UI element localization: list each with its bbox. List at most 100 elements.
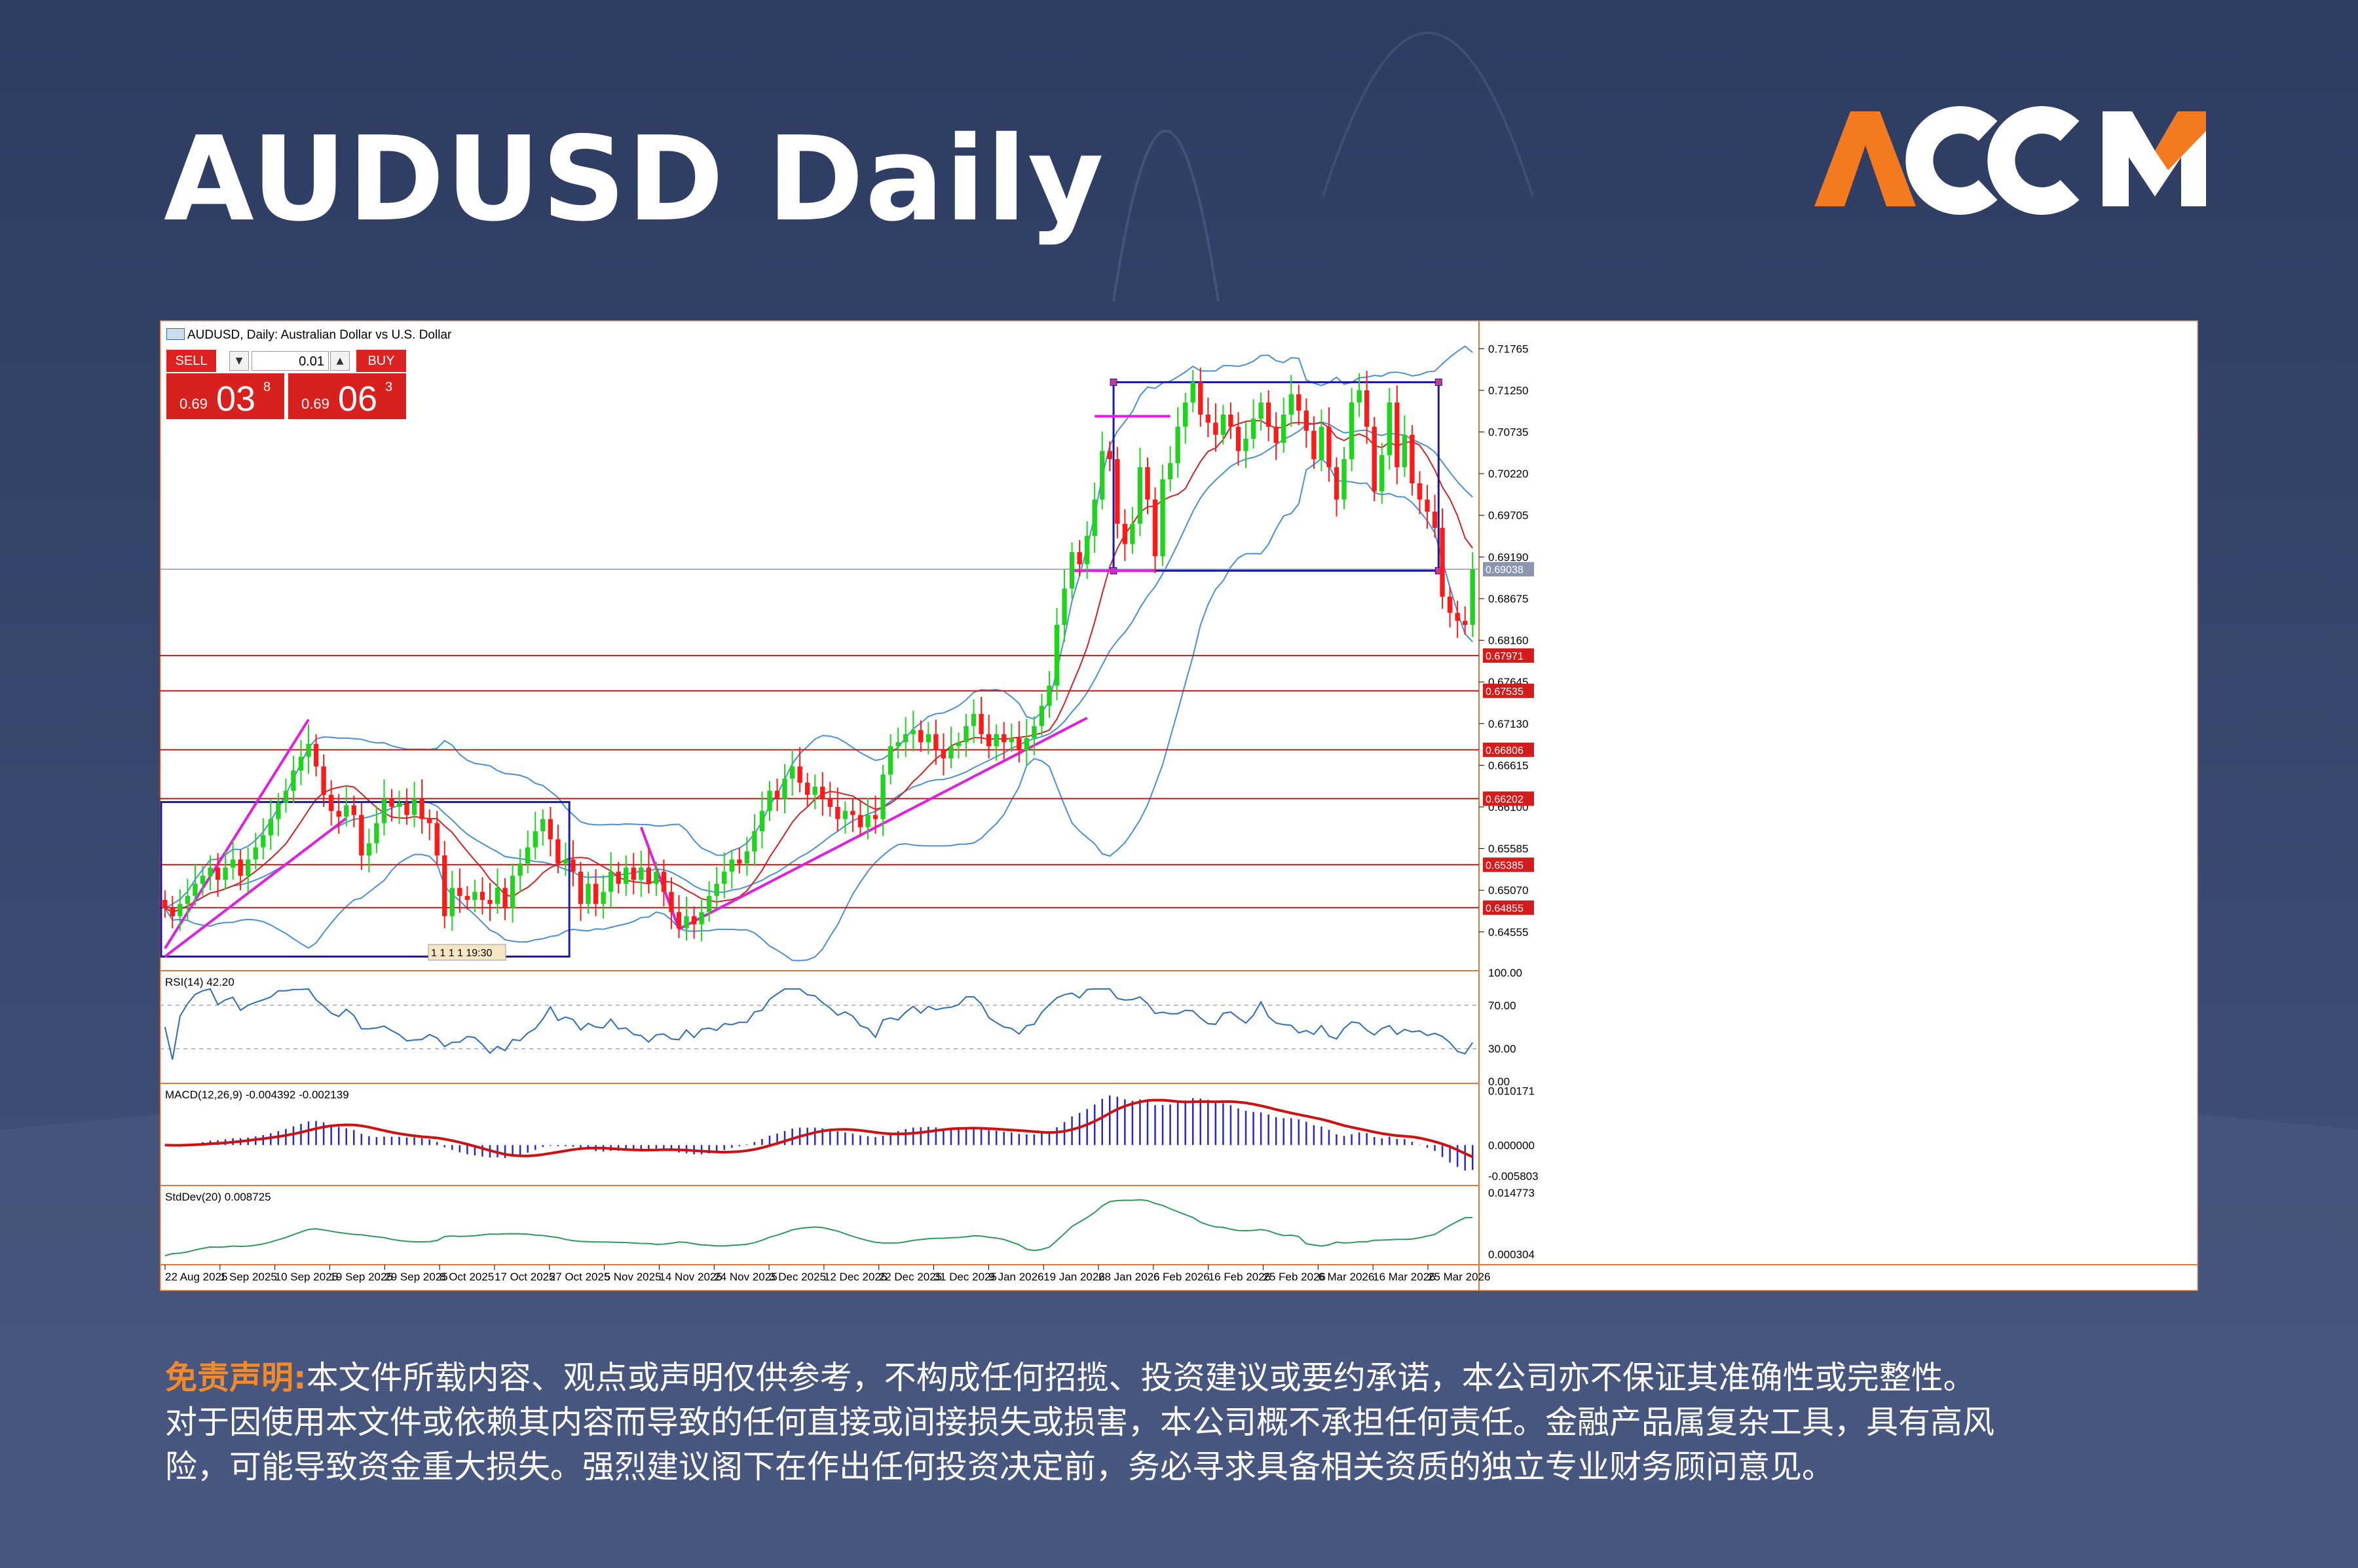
candle	[797, 747, 802, 793]
candle	[389, 789, 394, 822]
disclaimer: 免责声明:本文件所载内容、观点或声明仅供参考，不构成任何招揽、投资建议或要约承诺…	[165, 1356, 2202, 1489]
level-price-label: 0.66806	[1486, 745, 1524, 756]
candle	[948, 726, 954, 768]
candle-body	[714, 884, 719, 896]
candle-body	[684, 916, 689, 929]
candle-body	[888, 746, 893, 775]
candle-body	[525, 847, 531, 864]
macd-signal-line	[164, 1098, 1474, 1159]
current-price-label: 0.69038	[1486, 565, 1524, 576]
candle-body	[1288, 394, 1294, 415]
candle-body	[1152, 499, 1158, 557]
time-tick-label: 24 Nov 2025	[714, 1271, 777, 1283]
price-tick-label: 0.71250	[1488, 384, 1528, 397]
candle	[865, 798, 870, 840]
candle-body	[1039, 705, 1045, 726]
candle-body	[903, 734, 908, 743]
candle-body	[994, 734, 999, 747]
candle-body	[1115, 458, 1120, 524]
candle	[994, 724, 999, 761]
candle	[298, 739, 304, 785]
candle	[321, 754, 326, 807]
candle-body	[918, 730, 924, 743]
candle-body	[1303, 410, 1309, 431]
candle	[208, 855, 213, 891]
candle	[1107, 441, 1112, 472]
candle	[1220, 405, 1226, 445]
candle	[1115, 447, 1120, 538]
candle-body	[1107, 451, 1112, 459]
candle-body	[835, 806, 840, 819]
candle	[426, 809, 432, 840]
price-tick-label: 0.65585	[1488, 843, 1528, 855]
candle-body	[246, 859, 251, 876]
level-price-tag	[1483, 683, 1534, 698]
candle-body	[1009, 738, 1014, 743]
candle	[1357, 373, 1362, 417]
candle	[699, 900, 704, 942]
rsi-label: RSI(14) 42.20	[165, 976, 234, 988]
candle	[782, 764, 787, 813]
candle	[1455, 601, 1460, 638]
sell-button[interactable]: SELL	[166, 350, 216, 372]
candle	[464, 886, 470, 910]
candle-body	[1024, 738, 1030, 751]
candle	[442, 840, 447, 929]
lot-decrease-arrow-icon[interactable]: ▼	[229, 351, 249, 371]
time-tick-label: 19 Jan 2026	[1043, 1271, 1105, 1283]
candle	[1137, 447, 1143, 536]
candle-body	[669, 891, 674, 912]
candle	[669, 877, 674, 929]
price-tick-label: 0.70220	[1488, 468, 1528, 480]
candle	[1084, 521, 1090, 579]
candle-body	[185, 895, 191, 905]
candle-body	[1281, 414, 1286, 443]
buy-button[interactable]: BUY	[356, 350, 406, 372]
candle-body	[1062, 588, 1067, 625]
candle	[411, 781, 417, 827]
candle	[616, 861, 621, 894]
buy-price-pip: 3	[385, 380, 393, 394]
candle-body	[699, 912, 704, 925]
buy-price-main: 06	[338, 379, 378, 419]
candle-body	[752, 831, 757, 851]
candle	[979, 697, 984, 744]
time-tick-label: 8 Oct 2025	[440, 1271, 494, 1283]
candle-body	[767, 791, 772, 812]
price-chart[interactable]: 0.717650.712500.707350.702200.697050.691…	[160, 320, 2198, 1291]
candle-body	[1220, 414, 1226, 435]
candle-body	[1001, 734, 1007, 743]
candle	[1440, 508, 1445, 609]
lot-size-input[interactable]: 0.01	[252, 351, 329, 371]
buy-price[interactable]: 0.69 06 3	[288, 373, 406, 419]
candle	[910, 711, 916, 751]
rsi-tick-label: 0.00	[1488, 1075, 1510, 1088]
macd-tick-label: 0.010171	[1488, 1085, 1535, 1097]
sell-price[interactable]: 0.69 03 8	[166, 373, 284, 419]
rsi-tick-label: 30.00	[1488, 1043, 1516, 1055]
candle	[1032, 716, 1037, 755]
candle	[238, 849, 243, 891]
rsi-tick-label: 70.00	[1488, 999, 1516, 1012]
accm-logo	[1814, 106, 2206, 215]
candle-body	[336, 811, 341, 817]
candle-body	[178, 904, 183, 916]
chart-window[interactable]: 0.71765 0.71250 0.70735 0.70220 0.69705 0.691…	[160, 320, 2198, 1291]
price-tick-label: 0.68675	[1488, 593, 1528, 605]
candle-body	[722, 871, 727, 884]
candle	[366, 829, 372, 873]
candle	[1001, 722, 1007, 760]
candle-body	[404, 802, 409, 815]
candle-body	[812, 787, 817, 795]
candle	[1379, 443, 1385, 504]
candle	[487, 883, 493, 922]
candle-body	[593, 884, 599, 905]
candle	[986, 715, 992, 758]
level-price-tag	[1483, 900, 1534, 915]
candle-body	[419, 798, 424, 819]
candle-body	[313, 743, 319, 767]
candle-body	[1145, 467, 1150, 500]
candle	[820, 772, 825, 816]
lot-increase-arrow-icon[interactable]: ▲	[330, 351, 350, 371]
candle-body	[1100, 451, 1105, 500]
